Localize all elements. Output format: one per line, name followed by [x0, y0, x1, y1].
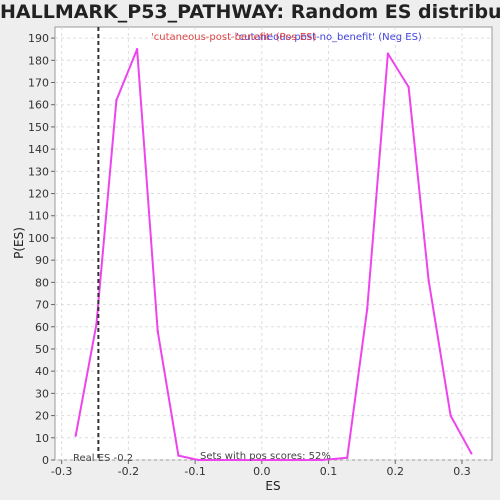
y-tick-label: 160 — [28, 99, 49, 112]
pos-scores-annotation: Sets with pos scores: 52% — [200, 451, 331, 462]
y-tick-label: 60 — [35, 321, 49, 334]
x-tick-label: 0.3 — [453, 465, 471, 478]
series-point — [115, 99, 118, 102]
series-point — [470, 452, 473, 455]
y-tick-label: 170 — [28, 77, 49, 90]
y-tick-label: 90 — [35, 254, 49, 267]
x-tick-label: 0.0 — [253, 465, 271, 478]
y-tick-label: 140 — [28, 143, 49, 156]
y-tick-label: 150 — [28, 121, 49, 134]
series-point — [95, 323, 98, 326]
series-point — [320, 458, 324, 462]
x-axis-title: ES — [265, 479, 280, 493]
real-es-annotation: Real ES -0.2 — [73, 453, 133, 464]
y-tick-label: 180 — [28, 54, 49, 67]
series-point — [427, 278, 430, 282]
series-point — [177, 454, 180, 457]
y-tick-label: 110 — [28, 210, 49, 223]
y-tick-label: 20 — [35, 410, 49, 423]
y-tick-label: 10 — [35, 432, 49, 445]
plot-area — [54, 26, 493, 461]
series-point — [449, 414, 452, 417]
y-tick-label: 80 — [35, 276, 49, 289]
y-tick-label: 0 — [42, 454, 49, 467]
series-point — [386, 52, 390, 55]
x-tick-label: 0.1 — [320, 465, 338, 478]
y-tick-label: 30 — [35, 387, 49, 400]
series-point — [279, 458, 283, 462]
y-tick-label: 70 — [35, 299, 49, 312]
series-point — [407, 85, 410, 89]
x-tick-label: -0.3 — [51, 465, 72, 478]
series-point — [135, 48, 139, 51]
y-tick-label: 40 — [35, 365, 49, 378]
x-tick-label: 0.2 — [387, 465, 405, 478]
grid — [55, 27, 492, 461]
y-tick-label: 130 — [28, 165, 49, 178]
ticks: 0 10 20 30 40 50 60 70 80 90 100 110 120 130 140 150 160… — [28, 32, 471, 478]
series-point — [259, 458, 262, 462]
chart-title: HALLMARK_P53_PATHWAY: Random ES distribu… — [0, 1, 500, 23]
series-point — [346, 456, 349, 459]
series-point — [74, 434, 77, 437]
series-point — [156, 330, 159, 333]
x-tick-label: -0.2 — [118, 465, 139, 478]
series-point — [366, 307, 369, 311]
series — [74, 48, 473, 462]
series-point — [238, 458, 242, 462]
y-tick-label: 120 — [28, 188, 49, 201]
y-tick-label: 100 — [28, 232, 49, 245]
legend-pos-label: 'cutaneous-post-benefit' (Pos ES) — [151, 32, 316, 43]
series-line — [74, 48, 473, 461]
y-tick-label: 50 — [35, 343, 49, 356]
x-tick-label: -0.1 — [184, 465, 205, 478]
legend-neg-label: 'cutaneous-post-no_benefit' (Neg ES) — [236, 32, 422, 43]
y-axis-title: P(ES) — [12, 227, 26, 259]
series-point — [197, 458, 200, 462]
y-tick-label: 190 — [28, 32, 49, 45]
series-point — [217, 458, 221, 462]
series-point — [300, 458, 304, 462]
